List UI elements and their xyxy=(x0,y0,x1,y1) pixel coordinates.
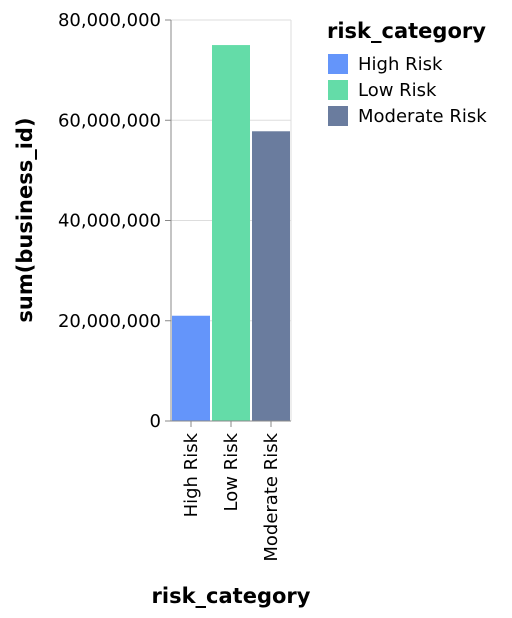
legend-label: Low Risk xyxy=(358,80,437,101)
axes: 0 20,000,000 40,000,000 60,000,000 80,000,00… xyxy=(58,10,291,562)
legend-title: risk_category xyxy=(327,19,486,43)
legend: risk_category High Risk Low Risk Moderate … xyxy=(327,19,487,127)
bar-high-risk xyxy=(172,315,210,421)
bars xyxy=(172,45,290,421)
x-tick-label: Low Risk xyxy=(221,432,242,511)
legend-label: High Risk xyxy=(358,54,443,75)
legend-label: Moderate Risk xyxy=(358,106,487,127)
y-tick-label: 40,000,000 xyxy=(58,211,161,232)
y-tick-label: 80,000,000 xyxy=(58,10,161,31)
y-tick-label: 0 xyxy=(150,411,161,432)
legend-swatch xyxy=(328,54,348,74)
y-tick-label: 60,000,000 xyxy=(58,110,161,131)
y-tick-label: 20,000,000 xyxy=(58,311,161,332)
x-axis-title: risk_category xyxy=(152,584,311,608)
legend-swatch xyxy=(328,80,348,100)
x-tick-label: Moderate Risk xyxy=(261,432,282,561)
bar-low-risk xyxy=(212,45,250,421)
y-axis-title: sum(business_id) xyxy=(13,117,37,322)
x-tick-label: High Risk xyxy=(181,432,202,517)
legend-swatch xyxy=(328,106,348,126)
bar-moderate-risk xyxy=(252,131,290,421)
